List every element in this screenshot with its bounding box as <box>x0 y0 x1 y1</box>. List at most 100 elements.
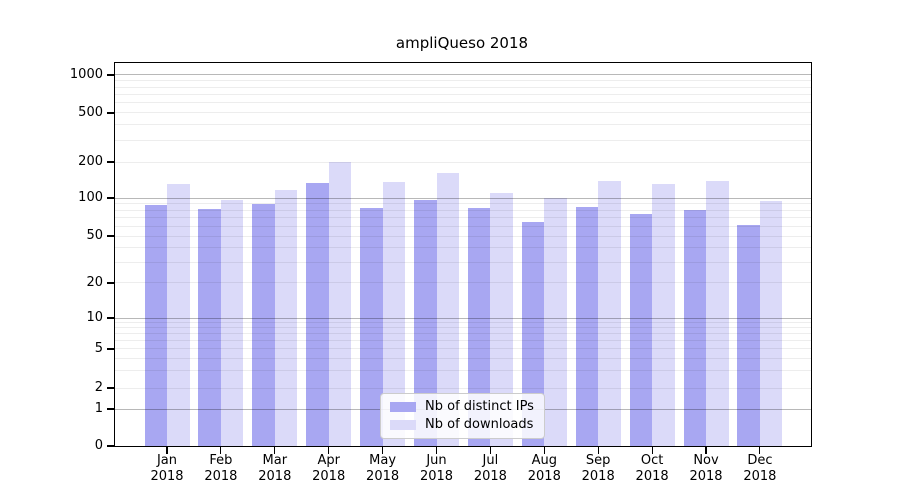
x-tick-label-line: 2018 <box>473 469 507 484</box>
grid-layer <box>115 63 811 446</box>
x-tick-label-line: Feb <box>209 453 233 468</box>
legend-item-distinct-ips: Nb of distinct IPs <box>390 399 534 414</box>
y-tick-label: 20 <box>86 274 103 290</box>
x-tick-label: Mar 2018 <box>245 453 305 485</box>
x-tick-label: Nov 2018 <box>676 453 736 485</box>
x-tick-label: Sep 2018 <box>568 453 628 485</box>
x-tick-label-line: 2018 <box>258 469 292 484</box>
gridline-minor <box>115 357 811 359</box>
y-tick-label: 2 <box>94 380 103 395</box>
bars-layer <box>115 63 811 446</box>
legend-swatch-downloads <box>390 419 416 430</box>
y-tick-label: 10 <box>86 310 103 325</box>
y-tick-label: 1 <box>94 401 103 416</box>
x-tick-mark <box>597 446 599 454</box>
x-tick-label: Jul 2018 <box>460 453 520 485</box>
y-tick-mark <box>107 445 115 447</box>
gridline-minor <box>115 203 811 205</box>
x-tick-label-line: 2018 <box>312 469 346 484</box>
chart-title: ampliQueso 2018 <box>395 34 529 52</box>
x-tick-label-line: Oct <box>640 453 664 468</box>
x-tick-mark <box>166 446 168 454</box>
x-tick-label-line: Jun <box>426 453 447 468</box>
y-tick-mark <box>107 112 115 114</box>
x-tick-label-line: Jul <box>482 453 499 468</box>
legend-label-downloads: Nb of downloads <box>425 417 534 432</box>
x-tick-label-line: Aug <box>531 453 557 468</box>
gridline-minor <box>115 261 811 263</box>
y-tick-mark <box>107 282 115 284</box>
gridline-minor <box>115 387 811 389</box>
x-tick-label-line: May <box>369 453 397 468</box>
gridline-minor <box>115 340 811 342</box>
legend-label-distinct-ips: Nb of distinct IPs <box>425 399 534 414</box>
gridline-minor <box>115 161 811 163</box>
legend-swatch-distinct-ips <box>390 401 416 412</box>
y-tick-mark <box>107 317 115 319</box>
bar-nb-of-distinct-ips <box>414 199 437 446</box>
gridline-minor <box>115 112 811 114</box>
bar-nb-of-distinct-ips <box>198 208 221 446</box>
x-tick-mark <box>328 446 330 454</box>
bar-nb-of-downloads <box>382 182 406 446</box>
bar-nb-of-distinct-ips <box>575 206 599 446</box>
x-tick-mark <box>651 446 653 454</box>
gridline-minor <box>115 348 811 350</box>
x-tick-label-line: Jan <box>156 453 178 468</box>
x-tick-label-line: 2018 <box>419 469 454 484</box>
x-tick-label-line: 2018 <box>743 469 777 484</box>
x-tick-mark <box>759 446 761 454</box>
y-tick-mark <box>107 197 115 199</box>
bar-nb-of-downloads <box>274 189 298 446</box>
bar-nb-of-distinct-ips <box>467 208 491 446</box>
gridline-major <box>115 317 811 319</box>
gridline-minor <box>115 217 811 219</box>
bar-nb-of-distinct-ips <box>521 222 545 446</box>
bar-nb-of-downloads <box>598 180 621 446</box>
y-tick-label: 5 <box>94 340 103 356</box>
y-tick-label: 0 <box>94 438 103 453</box>
bar-nb-of-downloads <box>544 198 567 446</box>
bar-nb-of-downloads <box>220 200 244 446</box>
y-tick-mark <box>107 235 115 237</box>
gridline-minor <box>115 209 811 211</box>
gridline-major <box>115 197 811 199</box>
x-tick-label: May 2018 <box>353 453 413 485</box>
x-tick-mark <box>489 446 491 454</box>
x-tick-label: Dec 2018 <box>730 453 790 485</box>
gridline-minor <box>115 86 811 88</box>
gridline-minor <box>115 139 811 141</box>
gridline-minor <box>115 102 811 104</box>
y-tick-mark <box>107 408 115 410</box>
bar-nb-of-downloads <box>490 193 513 446</box>
y-tick-label: 1000 <box>69 66 103 82</box>
x-tick-mark <box>435 446 438 454</box>
y-tick-label: 500 <box>78 104 103 120</box>
x-tick-label: Apr 2018 <box>299 453 359 485</box>
x-tick-label-line: Sep <box>585 453 611 468</box>
x-tick-label: Jun 2018 <box>407 453 467 485</box>
bar-nb-of-distinct-ips <box>252 203 275 446</box>
bar-nb-of-downloads <box>328 162 352 446</box>
gridline-minor <box>115 94 811 96</box>
x-axis: Jan 2018 Feb 2018 Mar 2018 Apr 2018 May 2018 Jun 20… <box>115 63 811 484</box>
x-tick-label-line: 2018 <box>689 469 723 484</box>
gridline-minor <box>115 322 811 324</box>
x-tick-mark <box>382 446 384 454</box>
x-tick-mark <box>220 446 222 454</box>
gridline-minor <box>115 225 811 227</box>
y-tick-mark <box>107 387 115 389</box>
gridline-minor <box>115 282 811 284</box>
x-tick-label-line: 2018 <box>635 469 669 484</box>
x-tick-label-line: 2018 <box>150 469 184 484</box>
x-tick-label: Jan 2018 <box>137 453 197 485</box>
plot-area: 0 1 2 5 10 20 50 100 200 500 1000 Jan 2018 Feb 2018 Ma… <box>70 62 812 484</box>
y-tick-mark <box>107 74 115 76</box>
x-tick-label-line: 2018 <box>366 469 400 484</box>
x-tick-label-line: 2018 <box>204 469 238 484</box>
y-tick-mark <box>107 348 115 350</box>
gridline-minor <box>115 235 811 237</box>
gridline-minor <box>115 80 811 82</box>
legend: Nb of distinct IPs Nb of downloads <box>380 393 545 439</box>
